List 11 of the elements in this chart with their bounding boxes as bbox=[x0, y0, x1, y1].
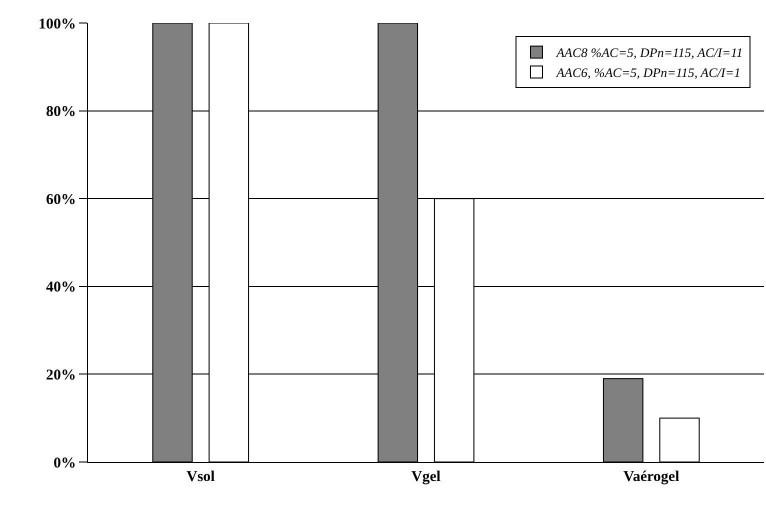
y-tick-label: 100% bbox=[38, 16, 76, 32]
y-tick-label: 80% bbox=[46, 104, 76, 120]
x-tick-label: Vsol bbox=[186, 469, 215, 485]
y-tick-label: 0% bbox=[54, 455, 76, 472]
legend-label: AAC6, %AC=5, DPn=115, AC/I=1 bbox=[555, 65, 740, 80]
y-tick-label: 60% bbox=[46, 192, 76, 208]
y-tick-label: 40% bbox=[46, 280, 76, 296]
x-tick-label: Vaérogel bbox=[623, 469, 680, 485]
y-tick-label: 20% bbox=[46, 367, 76, 384]
x-tick-label: Vgel bbox=[411, 469, 441, 485]
legend-label: AAC8 %AC=5, DPn=115, AC/I=11 bbox=[555, 45, 743, 60]
